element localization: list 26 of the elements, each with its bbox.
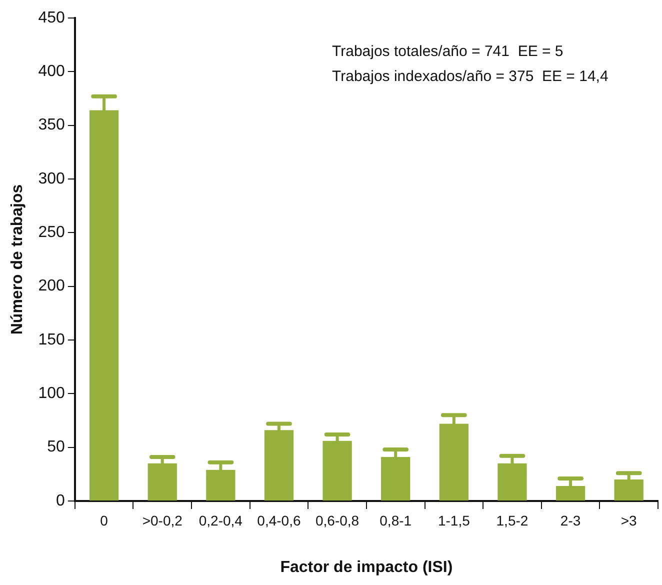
x-tick-label: 2-3 (560, 512, 581, 528)
x-tick-label: >3 (620, 512, 638, 528)
x-tick-label: 1,5-2 (496, 512, 528, 528)
x-tick-label: 0 (100, 512, 108, 528)
annotation: Trabajos totales/año = 741 EE = 5 (332, 43, 564, 60)
y-tick-label: 450 (38, 9, 65, 26)
x-tick-label: 0,2-0,4 (198, 512, 243, 528)
y-tick-label: 0 (56, 492, 65, 510)
y-tick-label: 150 (38, 331, 65, 348)
x-tick-label: 0,6-0,8 (315, 512, 360, 528)
annotation: Trabajos indexados/año = 375 EE = 14,4 (332, 68, 608, 86)
x-axis-title: Factor de impacto (ISI) (280, 558, 453, 576)
x-tick-label: 1-1,5 (438, 512, 470, 528)
y-tick-label: 200 (38, 278, 65, 295)
y-tick-label: 350 (38, 116, 65, 134)
x-tick-label: 0,8-1 (380, 512, 412, 528)
y-axis-title: Número de trabajos (9, 184, 26, 335)
bar (322, 440, 352, 500)
x-tick-label: >0-0,2 (142, 512, 183, 528)
x-tick-label: 0,4-0,6 (257, 512, 301, 528)
y-tick-label: 300 (38, 170, 65, 188)
bar (148, 463, 177, 500)
y-tick-label: 50 (47, 438, 65, 456)
y-tick-label: 400 (38, 63, 65, 80)
y-tick-label: 100 (38, 385, 65, 402)
y-tick-label: 250 (38, 224, 65, 242)
